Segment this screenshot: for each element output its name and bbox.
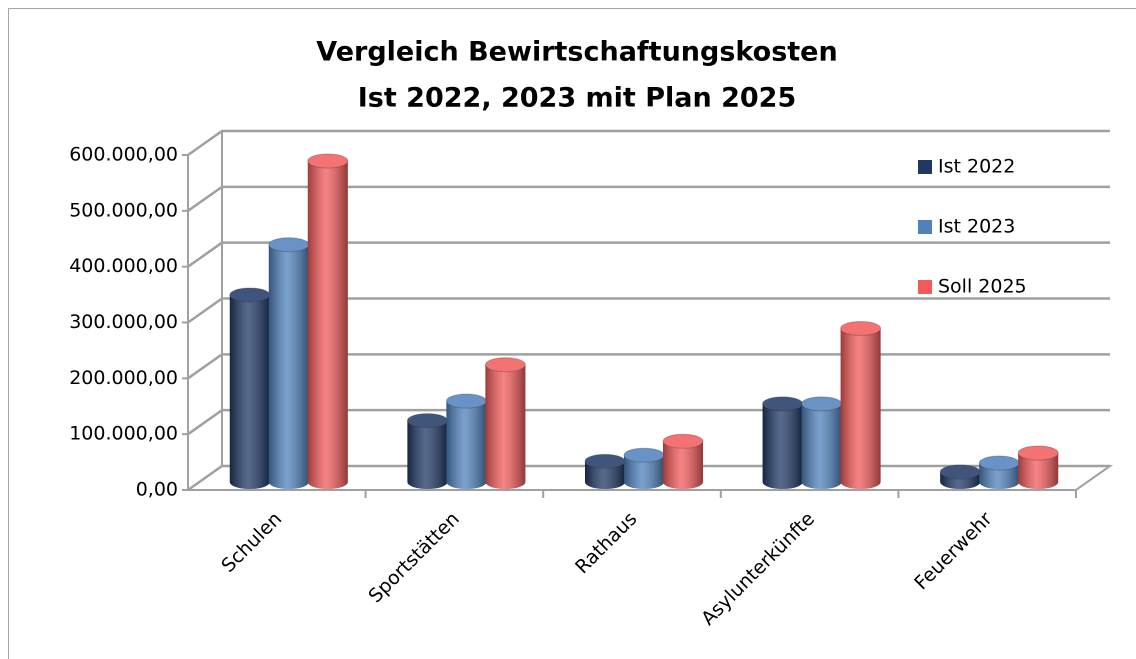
bar-shade <box>229 294 270 489</box>
bar-top-shine <box>485 357 526 372</box>
bar-shade <box>663 441 703 489</box>
bar-shade <box>624 455 664 489</box>
y-tick-label: 100.000,00 <box>69 423 178 445</box>
y-tick-label: 600.000,00 <box>69 144 178 166</box>
bar-top-shine <box>407 413 448 428</box>
bar-shade <box>979 463 1020 490</box>
bar-shade <box>840 328 881 490</box>
bar-shade <box>1018 452 1059 490</box>
bar-shade <box>407 420 448 490</box>
legend-swatch <box>918 220 932 234</box>
bar-top-shine <box>268 237 309 252</box>
bar-shade <box>307 160 348 490</box>
y-tick-label: 0,00 <box>136 479 178 501</box>
bar-top <box>840 320 882 336</box>
bar-top-shine <box>940 464 981 479</box>
chart-title: Ist 2022, 2023 mit Plan 2025 <box>358 83 797 114</box>
bar-top-shine <box>840 321 881 336</box>
bar-top-shine <box>624 448 664 463</box>
grid-line <box>187 185 1110 212</box>
y-tick-label: 400.000,00 <box>69 255 178 277</box>
legend-label: Ist 2022 <box>938 156 1015 178</box>
bar-top-shine <box>979 456 1020 471</box>
bar-top-shine <box>446 394 487 409</box>
grid-line <box>187 297 1110 324</box>
bar-top-shine <box>663 434 703 449</box>
bar-top-shine <box>1018 445 1059 460</box>
bar-shade <box>485 364 526 489</box>
bar-top <box>1017 445 1059 461</box>
bar-shade <box>268 244 309 490</box>
bar-top-shine <box>801 396 842 411</box>
grid-line <box>187 353 1110 380</box>
bar-shade <box>446 401 487 490</box>
y-tick-label: 200.000,00 <box>69 367 178 389</box>
bar-shade <box>585 461 625 489</box>
legend-swatch <box>918 160 932 174</box>
bar-shade <box>940 471 981 490</box>
bar-top-shine <box>229 287 270 302</box>
chart-border <box>8 8 1136 659</box>
y-tick-label: 300.000,00 <box>69 311 178 333</box>
bar-top <box>307 153 349 169</box>
bar-top-shine <box>762 396 803 411</box>
bar-shade <box>801 403 842 490</box>
legend-swatch <box>918 280 932 294</box>
bar-top <box>662 433 704 449</box>
legend-label: Soll 2025 <box>938 276 1027 298</box>
bar-top-shine <box>585 454 625 469</box>
chart-title: Vergleich Bewirtschaftungskosten <box>316 37 837 68</box>
y-tick-label: 500.000,00 <box>69 199 178 221</box>
grid-line <box>187 241 1110 268</box>
bar-top-shine <box>307 153 348 168</box>
bar-top <box>484 357 526 373</box>
bar-shade <box>762 403 803 490</box>
grid-line <box>187 129 1110 157</box>
legend-label: Ist 2023 <box>938 216 1015 238</box>
